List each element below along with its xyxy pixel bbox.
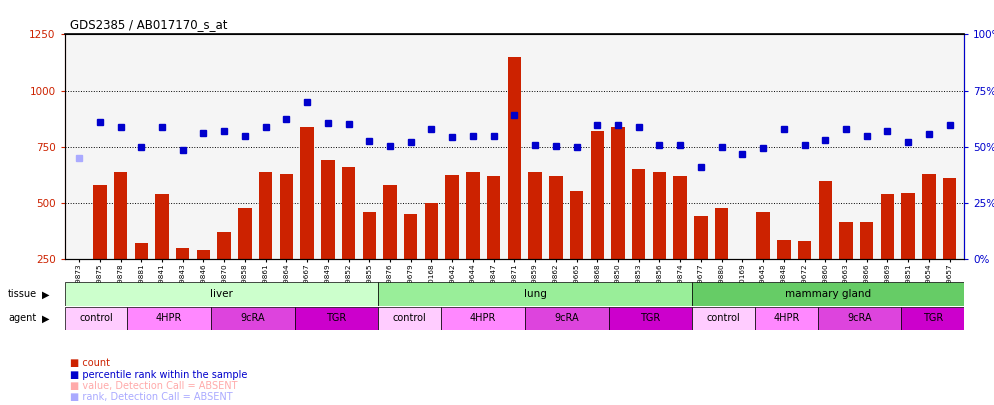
Text: control: control: [393, 313, 426, 323]
Text: GDS2385 / AB017170_s_at: GDS2385 / AB017170_s_at: [70, 18, 227, 31]
Bar: [155, 194, 169, 315]
Bar: [692, 307, 755, 330]
Bar: [93, 185, 106, 315]
Text: 4HPR: 4HPR: [470, 313, 496, 323]
Bar: [114, 172, 127, 315]
Bar: [65, 282, 379, 306]
Bar: [379, 307, 441, 330]
Text: 9cRA: 9cRA: [241, 313, 265, 323]
Bar: [258, 172, 272, 315]
Bar: [342, 167, 355, 315]
Text: liver: liver: [210, 289, 233, 299]
Bar: [902, 193, 914, 315]
Bar: [384, 185, 397, 315]
Text: control: control: [707, 313, 741, 323]
Bar: [674, 176, 687, 315]
Text: TGR: TGR: [640, 313, 660, 323]
Bar: [819, 181, 832, 315]
Text: agent: agent: [8, 313, 36, 323]
Bar: [818, 307, 902, 330]
Bar: [363, 212, 376, 315]
Bar: [65, 307, 127, 330]
Text: ■ percentile rank within the sample: ■ percentile rank within the sample: [70, 370, 247, 380]
Bar: [902, 307, 964, 330]
Bar: [570, 191, 583, 315]
Bar: [777, 240, 790, 315]
Bar: [943, 178, 956, 315]
Text: tissue: tissue: [8, 289, 37, 299]
Bar: [127, 307, 211, 330]
Bar: [529, 172, 542, 315]
Bar: [424, 203, 438, 315]
Bar: [590, 131, 604, 315]
Bar: [549, 176, 563, 315]
Bar: [798, 241, 811, 315]
Bar: [445, 175, 459, 315]
Text: 4HPR: 4HPR: [156, 313, 182, 323]
Text: TGR: TGR: [326, 313, 347, 323]
Bar: [715, 207, 729, 315]
Bar: [756, 212, 770, 315]
Bar: [608, 307, 692, 330]
Text: TGR: TGR: [922, 313, 943, 323]
Text: 9cRA: 9cRA: [555, 313, 580, 323]
Text: ■ count: ■ count: [70, 358, 109, 369]
Bar: [404, 214, 417, 315]
Bar: [839, 222, 853, 315]
Bar: [176, 248, 190, 315]
Bar: [881, 194, 895, 315]
Bar: [73, 259, 85, 315]
Text: ▶: ▶: [42, 314, 50, 324]
Bar: [653, 172, 666, 315]
Bar: [279, 174, 293, 315]
Bar: [694, 217, 708, 315]
Text: ■ value, Detection Call = ABSENT: ■ value, Detection Call = ABSENT: [70, 381, 238, 391]
Bar: [755, 307, 818, 330]
Bar: [379, 282, 692, 306]
Bar: [611, 127, 625, 315]
Text: 9cRA: 9cRA: [847, 313, 872, 323]
Bar: [295, 307, 379, 330]
Bar: [508, 57, 521, 315]
Bar: [321, 160, 335, 315]
Bar: [239, 207, 251, 315]
Text: control: control: [80, 313, 113, 323]
Bar: [736, 268, 749, 315]
Bar: [692, 282, 964, 306]
Text: lung: lung: [524, 289, 547, 299]
Bar: [860, 222, 874, 315]
Text: 4HPR: 4HPR: [773, 313, 799, 323]
Bar: [441, 307, 525, 330]
Text: ■ rank, Detection Call = ABSENT: ■ rank, Detection Call = ABSENT: [70, 392, 233, 403]
Bar: [211, 307, 295, 330]
Bar: [197, 250, 210, 315]
Bar: [632, 169, 645, 315]
Bar: [218, 232, 231, 315]
Text: mammary gland: mammary gland: [785, 289, 872, 299]
Bar: [487, 176, 500, 315]
Bar: [466, 172, 480, 315]
Text: ▶: ▶: [42, 290, 50, 300]
Bar: [134, 243, 148, 315]
Bar: [525, 307, 608, 330]
Bar: [922, 174, 935, 315]
Bar: [300, 127, 314, 315]
